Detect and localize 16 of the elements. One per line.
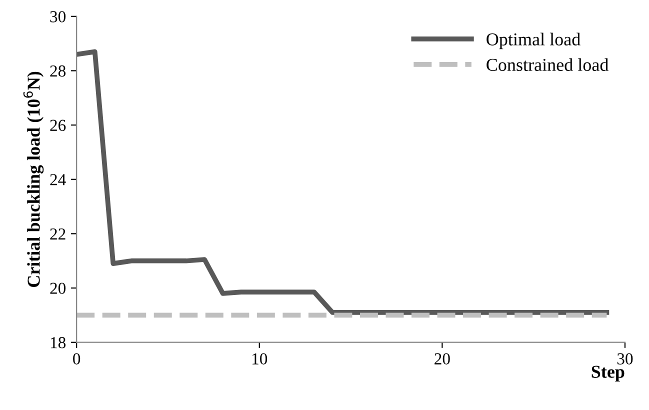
y-tick-label: 22 [50, 228, 66, 240]
line-series [76, 49, 610, 315]
y-tick-label: 20 [50, 282, 66, 294]
y-tick-label: 18 [50, 337, 66, 348]
x-tick-label: 30 [617, 353, 633, 364]
x-tick-label: 0 [73, 353, 80, 364]
y-tick-label: 24 [50, 174, 66, 186]
x-axis-title: Step [592, 366, 624, 382]
legend-label: Optimal load [486, 32, 580, 50]
y-tick-label: 30 [50, 11, 66, 22]
y-axis-title: Critial buckling load (10$^{6}$N) [23, 72, 44, 288]
legend-label: Constrained load [486, 58, 609, 71]
y-tick-label: 26 [50, 120, 66, 131]
y-tick-label: 28 [50, 65, 66, 77]
x-tick-label: 20 [434, 353, 450, 364]
x-tick-label: 10 [252, 353, 268, 364]
